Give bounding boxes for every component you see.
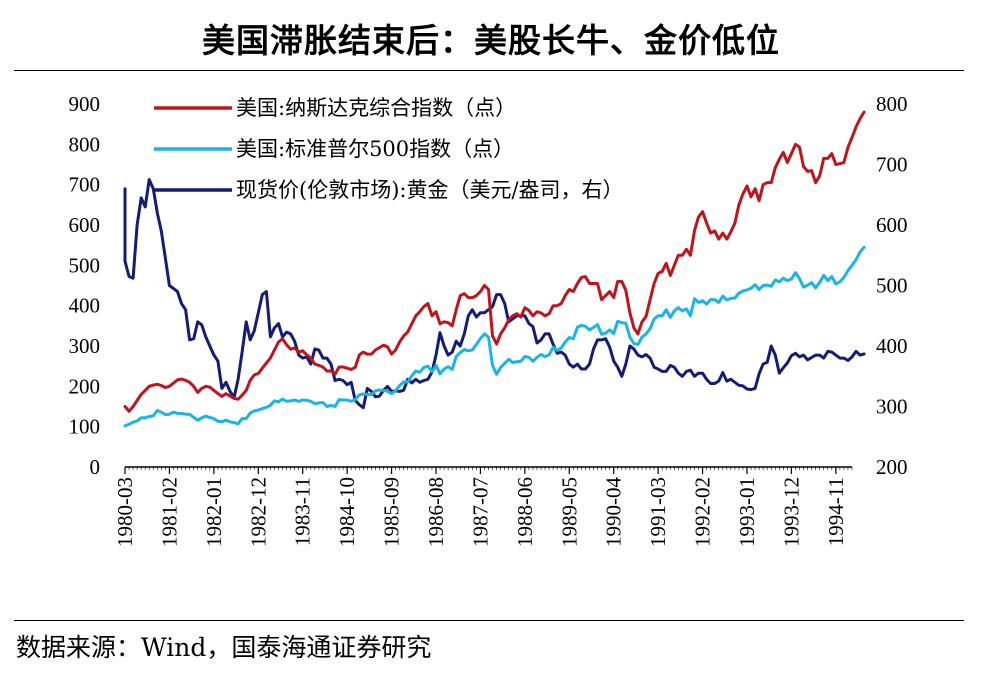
y-right-tick-label: 400 — [876, 334, 908, 358]
y-right-tick-label: 500 — [876, 274, 908, 298]
y-left-tick-label: 200 — [69, 374, 101, 398]
series-line-2 — [123, 245, 866, 428]
legend-label-2: 美国:标准普尔500指数（点） — [236, 137, 514, 161]
x-tick-label: 1989-05 — [557, 477, 581, 547]
x-tick-label: 1984-10 — [335, 477, 359, 547]
source-rule — [14, 620, 964, 621]
x-tick-label: 1982-12 — [246, 477, 270, 547]
y-left-tick-label: 600 — [69, 213, 101, 237]
y-right-tick-label: 600 — [876, 213, 908, 237]
legend: 美国:纳斯达克综合指数（点） 美国:标准普尔500指数（点） 现货价(伦敦市场):黄… — [154, 96, 624, 202]
x-tick-label: 1993-12 — [779, 477, 803, 547]
title-rule — [14, 70, 964, 71]
x-tick-label: 1994-11 — [824, 477, 848, 546]
axes-layer: 1980-03 1981-02 1982-01 1982-12 1983-11 1984-… — [69, 92, 908, 547]
y-right-tick-label: 300 — [876, 395, 908, 419]
source-note: 数据来源：Wind，国泰海通证券研究 — [16, 633, 432, 662]
y-left-tick-label: 800 — [69, 132, 101, 156]
x-tick-label: 1988-06 — [513, 477, 537, 547]
y-right-tick-label: 200 — [876, 455, 908, 479]
y-left-tick-label: 400 — [69, 294, 101, 318]
x-tick-label: 1987-07 — [468, 477, 492, 547]
x-tick-label: 1992-02 — [691, 477, 715, 547]
x-tick-label: 1986-08 — [424, 477, 448, 547]
series-layer — [123, 110, 866, 428]
x-tick-label: 1991-03 — [646, 477, 670, 547]
y-left-tick-label: 0 — [90, 455, 101, 479]
x-tick-label: 1983-11 — [291, 477, 315, 546]
x-tick-label: 1980-03 — [113, 477, 137, 547]
chart-title: 美国滞胀结束后：美股长牛、金价低位 — [202, 21, 780, 60]
y-left-tick-label: 500 — [69, 253, 101, 277]
x-tick-label: 1981-02 — [157, 477, 181, 547]
series-line-3 — [123, 178, 866, 410]
x-tick-label: 1993-01 — [735, 477, 759, 547]
legend-label-1: 美国:纳斯达克综合指数（点） — [236, 96, 516, 120]
legend-label-3: 现货价(伦敦市场):黄金（美元/盎司，右） — [236, 178, 624, 202]
x-tick-label: 1982-01 — [202, 477, 226, 547]
y-left-tick-label: 700 — [69, 173, 101, 197]
y-left-tick-label: 100 — [69, 415, 101, 439]
y-left-tick-label: 300 — [69, 334, 101, 358]
x-tick-label: 1990-04 — [602, 477, 626, 547]
series-line-1 — [123, 110, 866, 413]
y-left-tick-label: 900 — [69, 92, 101, 116]
y-right-tick-label: 700 — [876, 153, 908, 177]
chart-svg: 1980-03 1981-02 1982-01 1982-12 1983-11 1984-… — [69, 92, 908, 547]
y-right-tick-label: 800 — [876, 92, 908, 116]
x-tick-label: 1985-09 — [380, 477, 404, 547]
